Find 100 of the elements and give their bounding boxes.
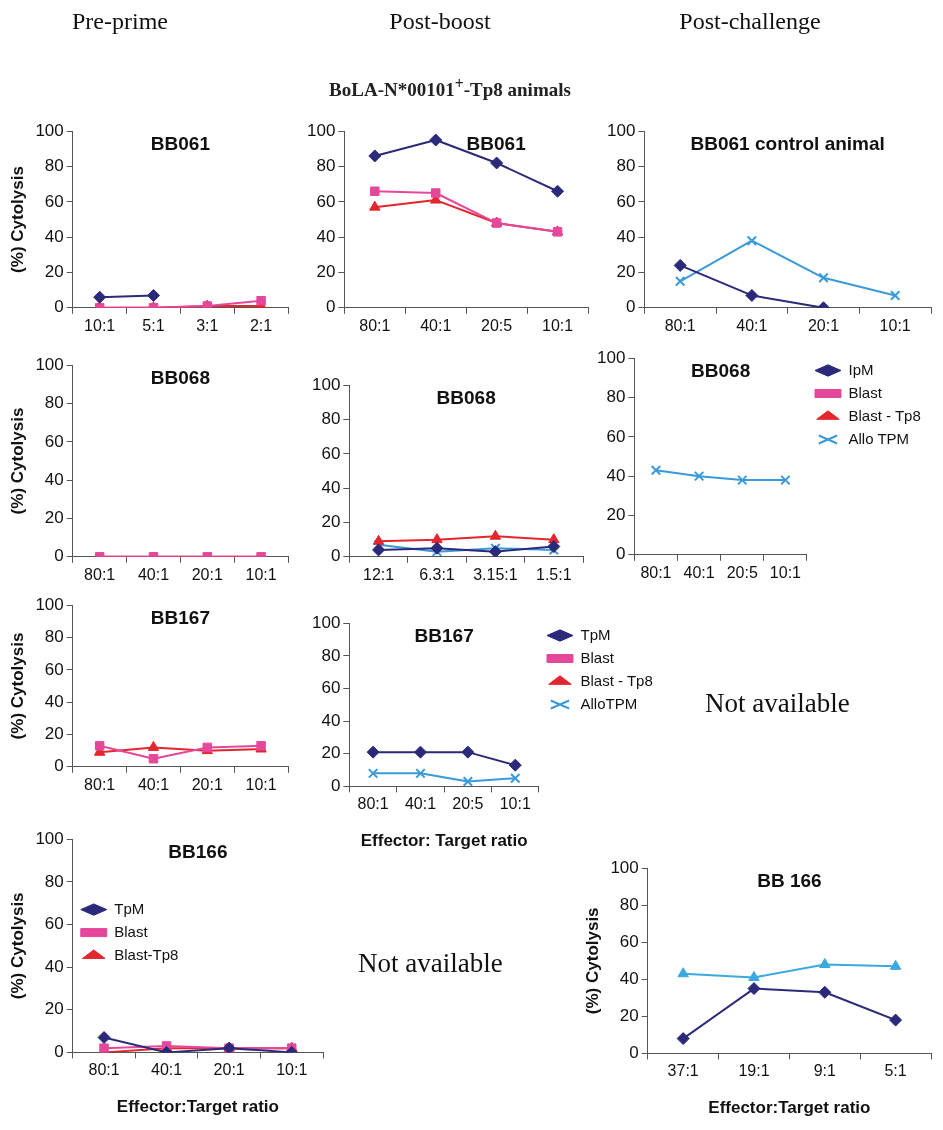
x-tick-label: 20:5 [726, 563, 758, 581]
legend-label: AlloTPM [580, 694, 638, 712]
legend-label: IpM [848, 360, 874, 378]
y-tick-label: 100 [311, 612, 341, 632]
y-tick-label: 60 [44, 659, 64, 679]
y-tick-label: 60 [321, 678, 341, 698]
y-tick-label: 60 [44, 191, 64, 211]
x-tick-label: 20:1 [807, 316, 840, 334]
y-tick-label: 20 [44, 262, 64, 282]
y-tick-label: 100 [306, 120, 336, 140]
y-tick-label: 40 [44, 226, 64, 246]
y-tick-label: 20 [321, 512, 341, 532]
y-tick-label: 0 [615, 544, 626, 564]
y-tick-label: 40 [44, 691, 64, 711]
y-tick-label: 40 [619, 969, 639, 989]
chart-title: BB166 [168, 840, 228, 862]
y-tick-label: 0 [54, 1042, 64, 1062]
y-tick-label: 60 [316, 191, 336, 211]
y-tick-label: 20 [316, 262, 336, 282]
chart-subtitle: Pre-prime [71, 8, 169, 35]
x-tick-label: 40:1 [420, 316, 452, 334]
x-tick-label: 20:5 [452, 795, 484, 813]
y-tick-label: 0 [54, 297, 64, 317]
y-tick-label: 100 [35, 120, 64, 140]
chart-title: BB068 [691, 359, 751, 381]
chart-title: BB 166 [757, 869, 822, 891]
y-tick-label: 0 [330, 546, 341, 566]
legend-label: TpM [580, 625, 611, 643]
chart-subtitle: Post-boost [388, 8, 492, 35]
x-tick-label: 9:1 [813, 1062, 837, 1080]
x-tick-label: 80:1 [357, 795, 389, 813]
y-tick-label: 80 [606, 387, 626, 407]
y-tick-label: 20 [321, 743, 341, 763]
y-tick-label: 20 [44, 724, 64, 744]
x-tick-label: 20:1 [213, 1061, 245, 1079]
y-tick-label: 100 [35, 828, 64, 848]
y-tick-label: 20 [44, 508, 64, 528]
y-tick-label: 80 [44, 156, 64, 176]
x-tick-label: 20:1 [191, 775, 223, 793]
x-tick-label: 40:1 [137, 775, 170, 793]
x-tick-label: 20:5 [481, 316, 513, 334]
y-tick-label: 80 [619, 894, 639, 914]
x-tick-label: 6.3:1 [419, 565, 455, 583]
x-tick-label: 1.5:1 [536, 565, 572, 583]
y-tick-label: 40 [321, 477, 341, 497]
x-tick-label: 10:1 [84, 316, 116, 334]
x-tick-label: 37:1 [667, 1062, 699, 1080]
legend-label: Blast [580, 648, 615, 666]
x-tick-label: 10:1 [879, 316, 911, 334]
y-tick-label: 20 [606, 505, 626, 525]
chart-title: BB167 [150, 606, 210, 628]
y-tick-label: 80 [44, 393, 64, 413]
legend-label: Blast - Tp8 [580, 671, 653, 689]
x-tick-label: 40:1 [736, 316, 768, 334]
chart-title: BB068 [436, 386, 496, 408]
x-tick-label: 80:1 [84, 565, 116, 583]
x-tick-label: 2:1 [249, 316, 273, 334]
text: Not available [705, 688, 850, 719]
chart-title: BB061 control animal [690, 132, 885, 154]
legend-label: Blast [848, 383, 883, 401]
y-tick-label: 60 [616, 191, 636, 211]
x-tick-label: 3:1 [196, 316, 219, 334]
y-tick-label: 0 [330, 776, 341, 796]
y-tick-label: 60 [606, 426, 626, 446]
y-tick-label: 100 [311, 374, 341, 394]
x-tick-label: 12:1 [363, 565, 395, 583]
y-tick-label: 60 [44, 914, 64, 934]
y-tick-label: 40 [616, 226, 636, 246]
y-tick-label: 20 [44, 999, 64, 1019]
y-tick-label: 80 [321, 645, 341, 665]
y-tick-label: 60 [321, 443, 341, 463]
text: BoLA-N*00101$^{+}$-Tp8 animals [328, 75, 572, 102]
x-tick-label: 10:1 [499, 795, 531, 813]
y-axis-title: (%) Cytolysis [7, 632, 27, 740]
chart-title: BB061 [466, 132, 527, 154]
y-axis-title: (%) Cytolysis [7, 166, 27, 273]
x-tick-label: 19:1 [738, 1062, 770, 1080]
chart-title: BB061 [150, 132, 211, 154]
x-tick-label: 40:1 [404, 795, 437, 813]
y-tick-label: 100 [596, 347, 626, 367]
y-axis-title: (%) Cytolysis [582, 907, 602, 1015]
y-tick-label: 40 [321, 710, 341, 730]
y-tick-label: 60 [44, 431, 64, 451]
x-tick-label: 10:1 [245, 775, 277, 793]
legend-label: Blast-Tp8 [114, 945, 179, 963]
x-tick-label: 80:1 [359, 316, 391, 334]
y-axis-title: (%) Cytolysis [7, 892, 27, 1000]
x-tick-label: 3.15:1 [473, 565, 518, 583]
x-axis-title: Effector:Target ratio [116, 1097, 279, 1117]
x-tick-label: 40:1 [137, 565, 170, 583]
x-tick-label: 5:1 [142, 316, 165, 334]
y-tick-label: 100 [35, 594, 64, 614]
y-tick-label: 20 [616, 262, 636, 282]
text: Not available [358, 948, 503, 979]
y-tick-label: 100 [35, 354, 64, 374]
y-tick-label: 80 [44, 871, 64, 891]
chart-title: BB167 [414, 624, 474, 646]
legend-label: Blast - Tp8 [848, 406, 921, 424]
y-tick-label: 0 [325, 297, 336, 317]
y-tick-label: 0 [54, 546, 64, 566]
